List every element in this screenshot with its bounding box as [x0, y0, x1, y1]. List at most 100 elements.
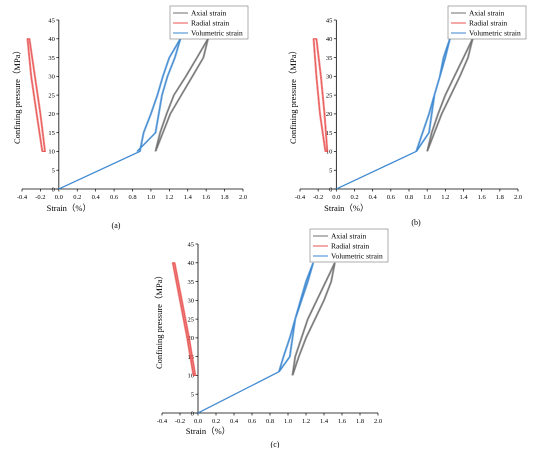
- y-tick-label: 0: [329, 186, 332, 193]
- y-tick-label: 40: [326, 36, 333, 43]
- legend-label: Radial strain: [191, 19, 229, 28]
- x-tick-label: -0.4: [157, 418, 168, 425]
- series-line-axial: [156, 38, 210, 152]
- series-line-volumetric: [58, 38, 181, 190]
- y-tick-label: 5: [52, 168, 55, 175]
- x-tick-label: 1.4: [184, 194, 193, 201]
- y-tick-label: 45: [326, 17, 333, 24]
- x-tick-label: 1.0: [147, 194, 155, 201]
- y-tick-label: 40: [188, 260, 195, 267]
- x-tick-label: -0.2: [35, 194, 45, 201]
- legend-label: Radial strain: [331, 242, 369, 251]
- x-tick-label: 1.0: [284, 418, 292, 425]
- series-line-volumetric: [198, 262, 315, 414]
- series-line-axial: [154, 38, 209, 152]
- series-line-axial: [291, 262, 336, 376]
- x-tick-label: 0.0: [194, 418, 202, 425]
- x-tick-label: 1.8: [356, 418, 364, 425]
- y-tick-label: 25: [48, 92, 55, 99]
- y-tick-label: 30: [188, 298, 195, 305]
- series-line-volumetric: [57, 38, 180, 190]
- series-line-volumetric: [197, 262, 314, 414]
- series-line-volumetric: [336, 38, 451, 190]
- x-tick-label: 1.8: [221, 194, 229, 201]
- legend-label: Axial strain: [331, 232, 366, 241]
- series-line-axial: [293, 262, 336, 376]
- y-tick-label: 0: [52, 186, 55, 193]
- x-tick-label: 0.2: [350, 194, 358, 201]
- x-tick-label: 1.8: [496, 194, 504, 201]
- x-tick-label: 0.8: [405, 194, 413, 201]
- x-tick-label: 1.2: [165, 194, 173, 201]
- x-tick-label: 1.6: [338, 418, 347, 425]
- x-tick-label: 1.4: [320, 418, 329, 425]
- x-tick-label: 2.0: [374, 418, 382, 425]
- x-tick-label: 0.8: [128, 194, 136, 201]
- x-tick-label: 0.2: [73, 194, 81, 201]
- series-group: [171, 262, 336, 414]
- x-tick-label: 2.0: [514, 194, 522, 201]
- y-axis-title: Confining pressure（MPa）: [154, 271, 164, 369]
- y-tick-label: 45: [48, 17, 55, 24]
- y-tick-label: 30: [48, 74, 55, 81]
- x-tick-label: 0.8: [266, 418, 274, 425]
- y-tick-label: 30: [326, 74, 333, 81]
- y-tick-label: 20: [188, 335, 195, 342]
- x-axis-title: Strain（%）: [324, 203, 368, 213]
- series-line-volumetric: [335, 38, 450, 190]
- series-line-volumetric: [197, 262, 313, 414]
- y-tick-label: 45: [188, 241, 195, 248]
- series-line-radial: [314, 38, 329, 152]
- x-axis-title: Strain（%）: [186, 426, 230, 436]
- y-tick-label: 40: [48, 36, 55, 43]
- y-tick-label: 35: [48, 55, 55, 62]
- x-tick-label: -0.4: [17, 194, 28, 201]
- x-tick-label: 0.4: [92, 194, 101, 201]
- x-tick-label: -0.4: [295, 194, 306, 201]
- x-tick-label: 1.6: [478, 194, 487, 201]
- y-tick-label: 0: [191, 410, 194, 417]
- x-tick-label: 0.6: [248, 418, 257, 425]
- y-tick-label: 10: [326, 149, 333, 156]
- panel-caption: (a): [112, 221, 121, 230]
- y-tick-label: 25: [326, 92, 333, 99]
- series-line-volumetric: [336, 38, 451, 190]
- y-tick-label: 10: [48, 149, 55, 156]
- x-tick-label: 1.2: [302, 418, 310, 425]
- x-tick-label: 0.0: [55, 194, 63, 201]
- series-line-volumetric: [59, 38, 182, 190]
- y-tick-label: 20: [326, 111, 333, 118]
- series-line-radial: [27, 38, 47, 152]
- y-tick-label: 35: [326, 55, 333, 62]
- y-tick-label: 5: [329, 168, 332, 175]
- panel-caption: (c): [271, 440, 280, 448]
- x-tick-label: 0.4: [369, 194, 378, 201]
- y-tick-label: 20: [48, 111, 55, 118]
- chart-panel-1: -0.4 -0.2 0.0 0.2 0.4 0.6 0.8 1.0 1.2 1.4 1.6 1.8 2.…: [12, 5, 249, 230]
- legend-label: Volumetric strain: [469, 29, 521, 38]
- x-tick-label: 0.6: [387, 194, 396, 201]
- x-axis-title: Strain（%）: [47, 203, 91, 213]
- y-tick-label: 10: [188, 373, 195, 380]
- y-tick-label: 25: [188, 316, 195, 323]
- x-tick-label: -0.2: [175, 418, 185, 425]
- series-line-radial: [173, 262, 197, 376]
- legend-label: Axial strain: [469, 9, 504, 18]
- x-tick-label: 0.0: [332, 194, 340, 201]
- chart-panel-3: -0.4 -0.2 0.0 0.2 0.4 0.6 0.8 1.0 1.2 1.4 1.6 1.8 2.…: [154, 228, 389, 449]
- x-tick-label: 1.0: [423, 194, 431, 201]
- chart-panel-2: -0.4 -0.2 0.0 0.2 0.4 0.6 0.8 1.0 1.2 1.4 1.6 1.8 2.…: [288, 5, 527, 227]
- x-tick-label: 1.4: [459, 194, 468, 201]
- x-tick-label: 1.6: [202, 194, 211, 201]
- x-tick-label: 0.6: [110, 194, 119, 201]
- legend-label: Volumetric strain: [331, 252, 383, 261]
- series-group: [312, 38, 474, 190]
- x-tick-label: 1.2: [441, 194, 449, 201]
- x-tick-label: 0.2: [212, 418, 220, 425]
- legend-label: Radial strain: [469, 19, 507, 28]
- x-tick-label: 0.4: [230, 418, 239, 425]
